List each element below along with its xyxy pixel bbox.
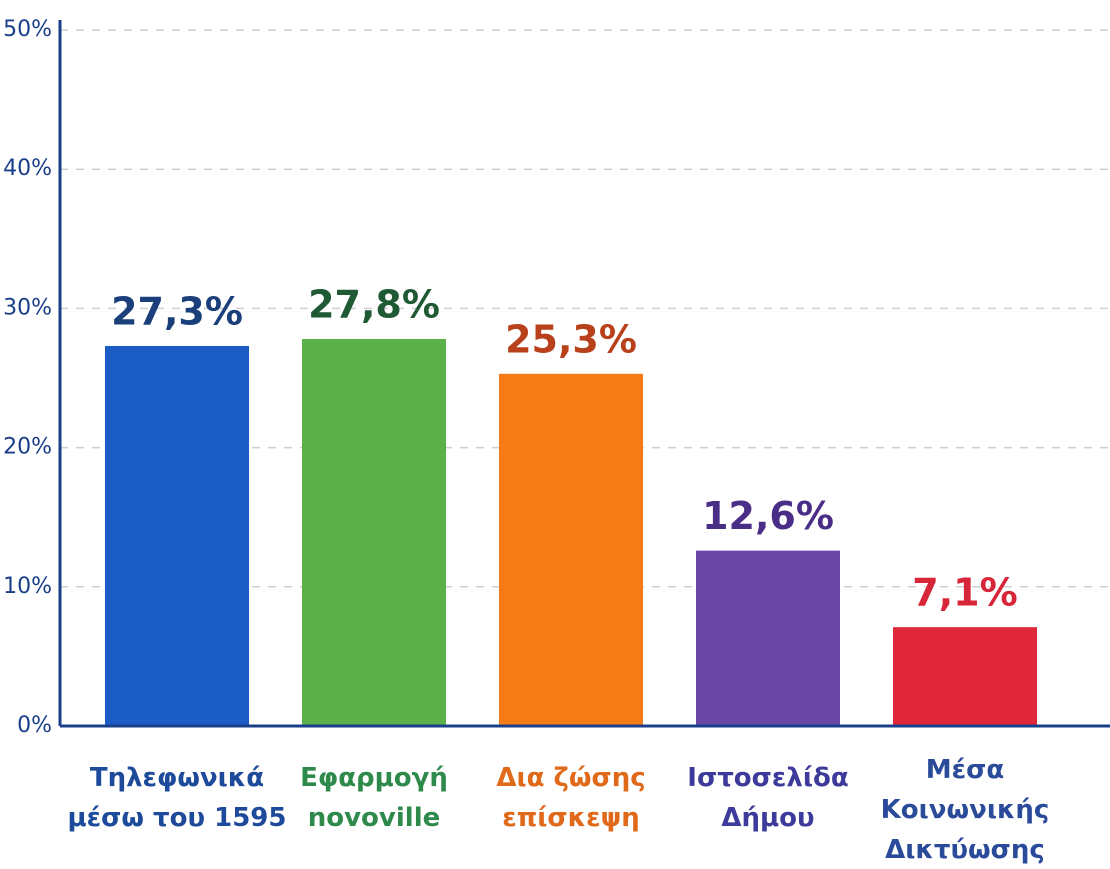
x-tick-label: Τηλεφωνικά μέσω του 1595 bbox=[68, 763, 287, 833]
x-tick-label: Μέσα Κοινωνικής Δικτύωσης bbox=[881, 755, 1050, 865]
y-tick-label: 30% bbox=[3, 295, 52, 320]
x-tick-label: Εφαρμογή novoville bbox=[300, 763, 448, 833]
label-line: Δήμου bbox=[721, 803, 814, 833]
label-line: Δια ζώσης bbox=[496, 763, 645, 793]
label-line: Μέσα bbox=[926, 755, 1004, 785]
value-label: 7,1% bbox=[912, 571, 1017, 615]
label-line: Τηλεφωνικά bbox=[90, 763, 264, 793]
x-tick-label: Δια ζώσης επίσκεψη bbox=[496, 763, 645, 833]
y-tick-label: 10% bbox=[3, 574, 52, 599]
y-tick-label: 50% bbox=[3, 17, 52, 42]
value-label: 25,3% bbox=[505, 317, 637, 361]
label-line: Ιστοσελίδα bbox=[687, 763, 848, 793]
label-line: Εφαρμογή bbox=[300, 763, 448, 793]
y-tick-label: 40% bbox=[3, 156, 52, 181]
bar bbox=[893, 627, 1037, 726]
label-line: μέσω του 1595 bbox=[68, 803, 287, 833]
bar bbox=[696, 550, 840, 726]
label-line: Δικτύωσης bbox=[885, 835, 1045, 865]
bar bbox=[302, 339, 446, 726]
value-label: 27,3% bbox=[111, 289, 243, 333]
y-tick-label: 0% bbox=[17, 713, 52, 738]
value-label: 27,8% bbox=[308, 283, 440, 327]
bar bbox=[499, 373, 643, 726]
bar bbox=[105, 345, 249, 726]
y-tick-label: 20% bbox=[3, 435, 52, 460]
label-line: επίσκεψη bbox=[502, 803, 640, 833]
label-line: Κοινωνικής bbox=[881, 795, 1050, 825]
label-line: novoville bbox=[308, 803, 441, 833]
x-tick-label: Ιστοσελίδα Δήμου bbox=[687, 763, 848, 833]
value-label: 12,6% bbox=[702, 494, 834, 538]
